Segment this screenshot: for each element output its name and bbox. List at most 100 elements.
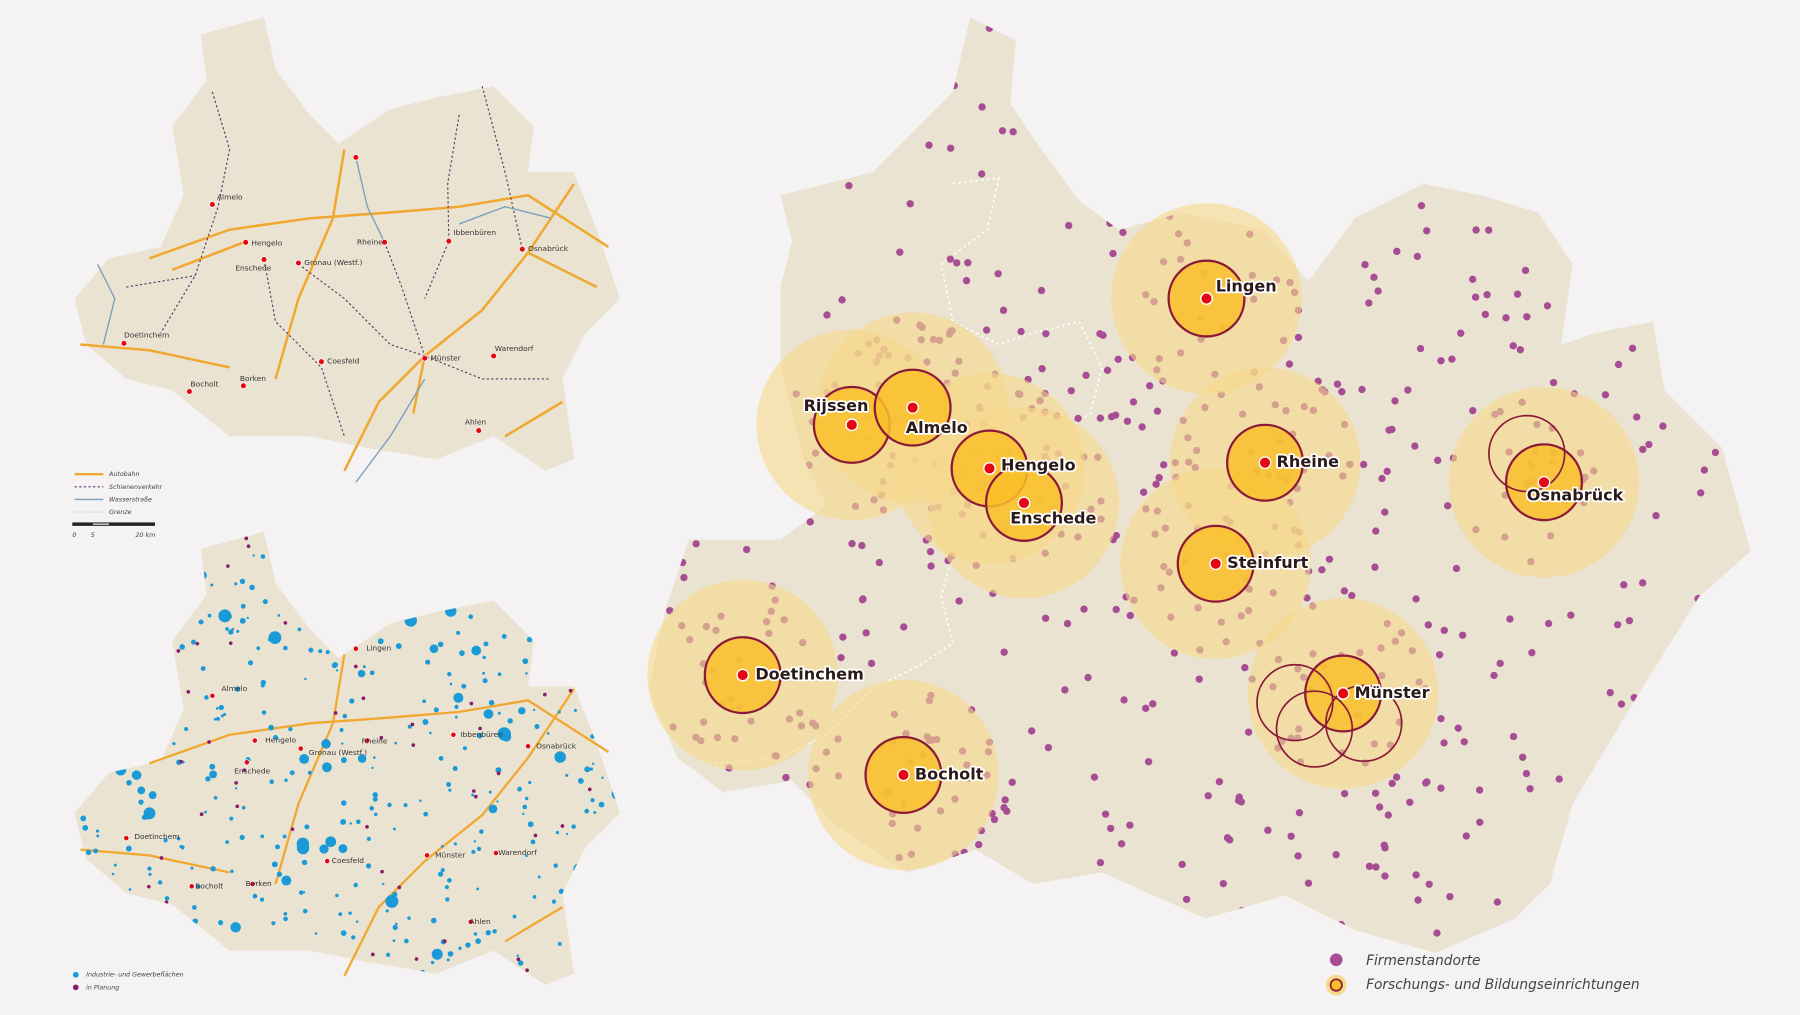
- site-dot: [104, 584, 116, 596]
- company-dot: [1044, 743, 1053, 752]
- company-dot: [1372, 527, 1380, 535]
- site-dot: [594, 537, 598, 541]
- company-dot: [1381, 844, 1389, 852]
- site-dot: [207, 541, 212, 547]
- company-dot: [1511, 141, 1520, 149]
- site-dot: [272, 531, 278, 536]
- site-dot: [433, 707, 439, 713]
- company-dot: [659, 530, 668, 538]
- site-dot: [612, 867, 617, 871]
- site-dot: [159, 938, 163, 942]
- city-dot: [906, 401, 920, 415]
- site-dot: [252, 893, 258, 899]
- company-dot: [746, 242, 754, 251]
- company-dot: [1384, 811, 1392, 819]
- site-dot: [260, 554, 266, 559]
- site-dot: [302, 891, 306, 894]
- company-dot: [894, 43, 903, 51]
- site-dot: [335, 669, 339, 672]
- site-dot: [390, 536, 394, 540]
- site-dot: [181, 557, 187, 563]
- company-dot: [1393, 247, 1401, 256]
- site-dot: [538, 562, 544, 568]
- site-dot: [495, 767, 502, 774]
- city-dot: [519, 245, 526, 253]
- company-dot: [1717, 378, 1725, 387]
- city-dot: [1209, 557, 1223, 571]
- site-dot: [567, 595, 572, 599]
- site-dot: [95, 829, 100, 833]
- company-dot: [1361, 261, 1369, 269]
- site-dot: [299, 957, 304, 962]
- site-dot: [332, 537, 335, 540]
- planned-dot: [473, 794, 478, 799]
- site-dot: [479, 527, 482, 530]
- company-dot: [845, 182, 853, 190]
- site-dot: [107, 947, 113, 953]
- site-dot: [218, 704, 224, 711]
- site-dot: [251, 958, 257, 964]
- company-dot: [1614, 360, 1623, 369]
- site-dot: [475, 938, 482, 945]
- site-dot: [304, 677, 307, 681]
- city-dot: [1336, 687, 1350, 700]
- company-dot: [1437, 715, 1445, 723]
- company-dot: [684, 397, 692, 405]
- city-label: Osnabrück: [528, 244, 569, 253]
- site-dot: [190, 866, 194, 870]
- company-dot: [718, 318, 727, 326]
- site-dot: [254, 963, 258, 967]
- site-dot: [340, 757, 347, 764]
- site-dot: [371, 766, 374, 770]
- planned-dot: [94, 876, 99, 881]
- site-dot: [284, 778, 288, 782]
- site-dot: [138, 746, 145, 753]
- site-dot: [148, 872, 152, 876]
- site-dot: [394, 741, 398, 745]
- company-dot: [1711, 448, 1720, 457]
- site-dot: [528, 780, 532, 785]
- site-dot: [200, 666, 206, 671]
- site-dot: [325, 650, 330, 655]
- city-dot: [1200, 292, 1213, 306]
- site-dot: [218, 609, 232, 623]
- site-dot: [392, 924, 398, 931]
- planned-dot: [371, 952, 375, 957]
- city-dot: [352, 645, 359, 652]
- site-dot: [163, 554, 170, 561]
- site-dot: [403, 803, 408, 808]
- company-dot: [950, 81, 958, 90]
- site-dot: [512, 971, 516, 975]
- company-dot: [1304, 879, 1313, 887]
- site-dot: [138, 937, 143, 942]
- company-dot: [1096, 330, 1104, 338]
- site-dot: [209, 770, 218, 779]
- site-dot: [447, 951, 454, 957]
- site-dot: [525, 672, 528, 675]
- company-dot: [1394, 139, 1402, 147]
- site-dot: [430, 960, 435, 965]
- company-dot: [1037, 286, 1046, 295]
- company-dot: [735, 143, 743, 151]
- company-dot: [1234, 48, 1242, 56]
- company-dot: [815, 97, 824, 105]
- site-dot: [473, 932, 478, 936]
- site-dot: [537, 875, 541, 879]
- city-dot: [324, 858, 331, 865]
- site-dot: [198, 571, 207, 580]
- company-dot: [896, 248, 904, 256]
- site-dot: [509, 610, 516, 617]
- city-dot: [188, 883, 195, 890]
- site-dot: [355, 819, 361, 825]
- company-dot: [1414, 121, 1422, 129]
- company-dot: [673, 528, 681, 536]
- company-dot: [1315, 94, 1324, 102]
- site-dot: [196, 884, 201, 889]
- site-dot: [394, 922, 398, 926]
- site-dot: [488, 790, 492, 794]
- site-dot: [288, 726, 293, 732]
- site-dot: [75, 580, 82, 586]
- site-dot: [220, 714, 224, 718]
- company-dot: [1109, 249, 1117, 258]
- company-dot: [911, 96, 919, 105]
